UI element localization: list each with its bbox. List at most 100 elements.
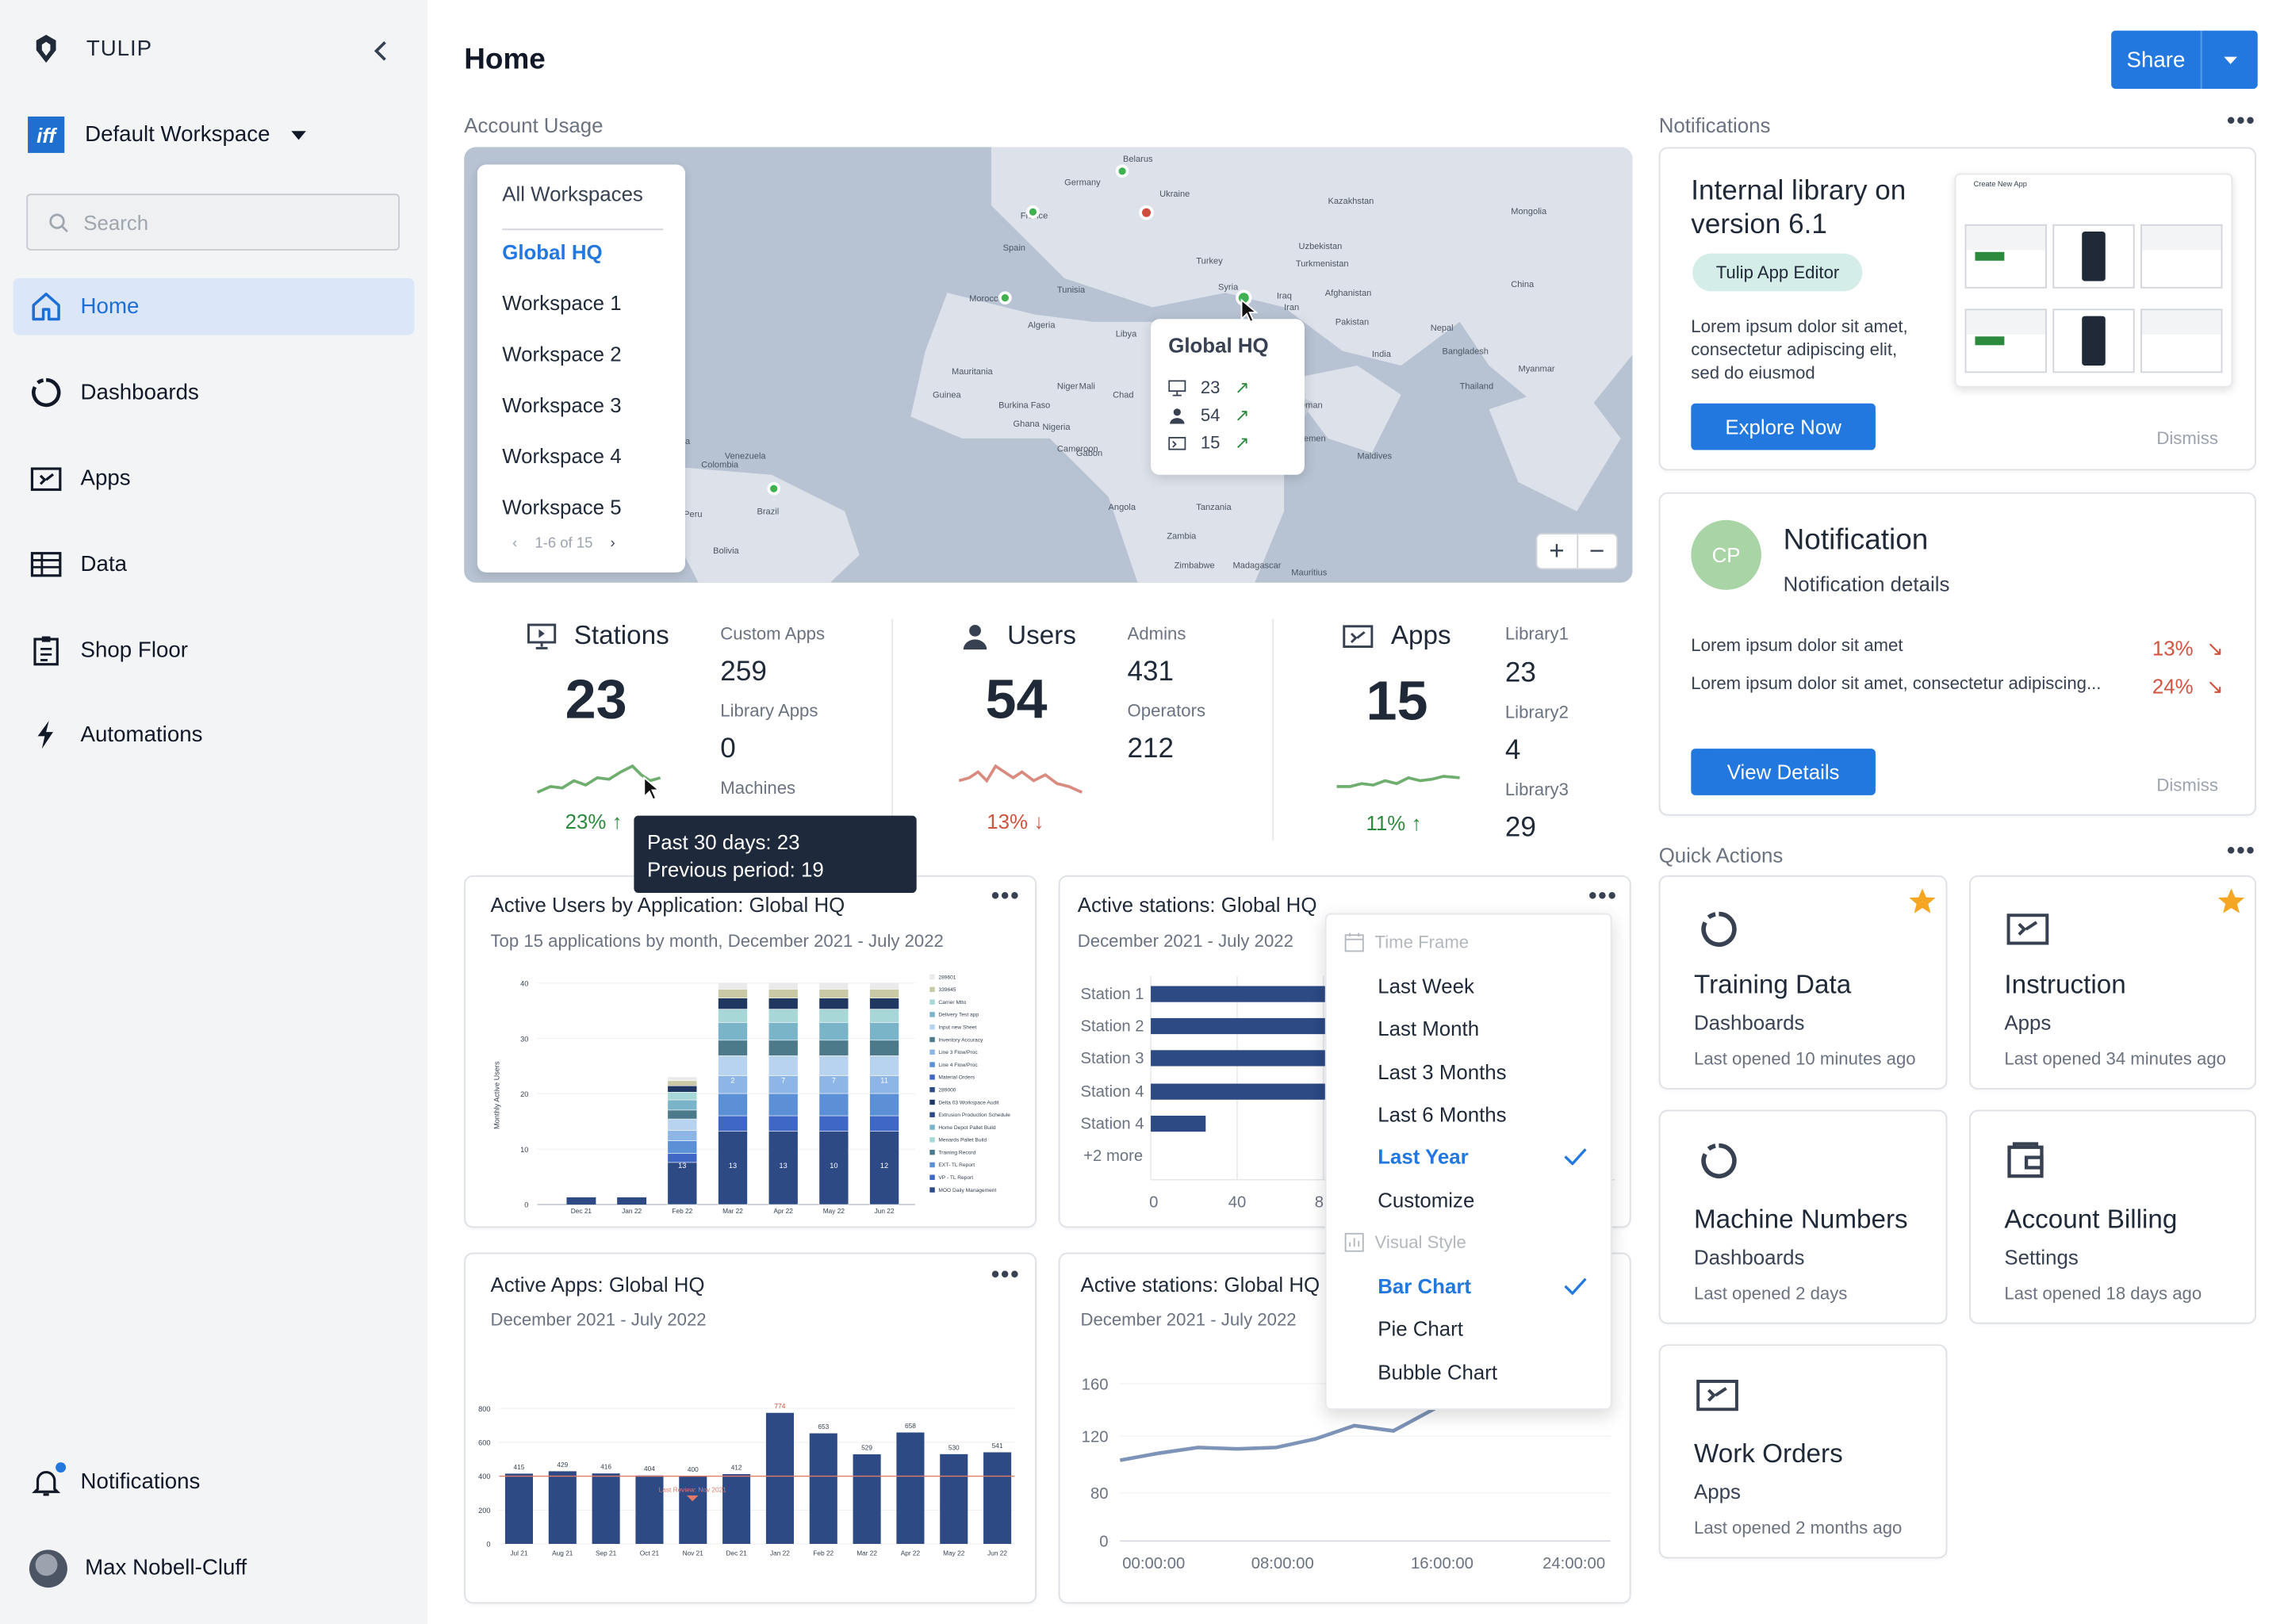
map-country-label: Spain <box>1002 244 1025 254</box>
kpi-apps-change: 11% ↑ <box>1366 811 1421 834</box>
quick-action-card[interactable] <box>1658 1109 1948 1324</box>
explore-now-button[interactable]: Explore Now <box>1691 403 1876 450</box>
menu-item-last-6-months[interactable]: Last 6 Months <box>1378 1102 1507 1126</box>
map-country-label: Uzbekistan <box>1298 243 1343 252</box>
map-marker-red[interactable] <box>1139 205 1154 220</box>
trend-up-icon: ↗ <box>1234 404 1250 426</box>
legend-swatch <box>929 999 935 1005</box>
search-input[interactable]: Search <box>26 193 400 251</box>
x-tick-label: 8 <box>1315 1194 1324 1212</box>
map-country-label: China <box>1511 281 1535 290</box>
menu-item-last-year[interactable]: Last Year <box>1378 1144 1469 1169</box>
bar-segment <box>768 1040 799 1056</box>
view-details-button[interactable]: View Details <box>1691 749 1876 795</box>
map-marker-green[interactable] <box>1026 205 1040 219</box>
map-country-label: Turkmenistan <box>1295 260 1349 270</box>
more-icon[interactable]: ••• <box>1588 883 1618 910</box>
quick-action-time: Last opened 2 days <box>1694 1283 1848 1304</box>
menu-item-pie-chart[interactable]: Pie Chart <box>1378 1316 1463 1340</box>
segment-label: 7 <box>832 1076 836 1084</box>
bar-segment <box>768 989 799 998</box>
y-tick-label: 10 <box>520 1146 528 1154</box>
prev-page-icon[interactable]: ‹ <box>512 535 518 553</box>
more-stations-link[interactable]: +2 more <box>1083 1147 1144 1166</box>
share-menu-button[interactable] <box>2202 31 2258 89</box>
more-icon[interactable]: ••• <box>2227 838 2256 864</box>
map-marker-green[interactable] <box>998 291 1012 304</box>
x-tick-label: Aug 21 <box>552 1550 573 1557</box>
legend-swatch <box>929 1062 935 1067</box>
data-label: 412 <box>731 1465 742 1472</box>
app-editor-preview-image: Create New App <box>1954 173 2233 388</box>
legend-label: 289601 <box>938 975 956 980</box>
more-icon[interactable]: ••• <box>991 1262 1021 1288</box>
nav-item-data[interactable]: Data <box>13 536 415 593</box>
workspace-selector[interactable]: iff Default Workspace <box>28 116 308 153</box>
segment-label: 13 <box>780 1162 788 1170</box>
workspace-item[interactable]: Workspace 2 <box>502 342 622 366</box>
zoom-out-button[interactable]: − <box>1588 535 1605 565</box>
data-label: 415 <box>514 1464 525 1471</box>
widget-title: Active stations: Global HQ <box>1080 1273 1320 1297</box>
workspace-item[interactable]: Workspace 4 <box>502 444 622 468</box>
nav-item-dashboards[interactable]: Dashboards <box>13 364 415 421</box>
data-label: 658 <box>905 1423 916 1430</box>
notification-row-text: Lorem ipsum dolor sit amet <box>1691 634 1903 656</box>
menu-item-last-3-months[interactable]: Last 3 Months <box>1378 1060 1507 1084</box>
star-icon[interactable] <box>2217 887 2246 915</box>
change-value: 11% <box>1366 811 1406 835</box>
next-page-icon[interactable]: › <box>610 535 615 553</box>
map-country-label: Turkey <box>1196 258 1223 267</box>
clipboard-icon <box>33 636 59 666</box>
menu-item-bar-chart[interactable]: Bar Chart <box>1378 1274 1472 1298</box>
nav-label: Home <box>80 294 140 320</box>
y-tick-label: 80 <box>1090 1485 1109 1503</box>
workspace-item[interactable]: Workspace 5 <box>502 495 622 519</box>
star-icon[interactable] <box>1908 887 1937 915</box>
users-sparkline <box>958 764 1083 794</box>
user-profile[interactable]: Max Nobell-Cluff <box>13 1539 415 1596</box>
bar <box>1151 1115 1206 1132</box>
dismiss-link[interactable]: Dismiss <box>2156 428 2218 449</box>
quick-action-card[interactable] <box>1658 1344 1948 1559</box>
workspace-item[interactable]: Workspace 1 <box>502 291 622 315</box>
more-icon[interactable]: ••• <box>2227 109 2256 134</box>
nav-item-apps[interactable]: Apps <box>13 450 415 508</box>
nav-item-automations[interactable]: Automations <box>13 707 415 764</box>
menu-item-customize[interactable]: Customize <box>1378 1188 1475 1212</box>
quick-action-card[interactable] <box>1969 875 2256 1090</box>
workspace-item[interactable]: Workspace 3 <box>502 393 622 417</box>
map-marker-green[interactable] <box>767 481 780 496</box>
map-country-label: Bangladesh <box>1442 347 1489 358</box>
quick-action-type: Dashboards <box>1694 1010 1805 1035</box>
usage-map[interactable]: GermanyBelarusUkraineKazakhstanMongoliaF… <box>464 147 1633 583</box>
menu-item-last-month[interactable]: Last Month <box>1378 1017 1480 1040</box>
brand-name: TULIP <box>86 36 153 62</box>
more-icon[interactable]: ••• <box>991 883 1021 910</box>
menu-item-bubble-chart[interactable]: Bubble Chart <box>1378 1360 1498 1384</box>
sub-value: 431 <box>1127 657 1175 688</box>
collapse-chevron-icon[interactable] <box>370 40 391 63</box>
workspace-item-global-hq[interactable]: Global HQ <box>502 240 603 264</box>
map-country-label: Venezuela <box>724 453 766 462</box>
kpi-apps-header: Apps <box>1343 620 1451 651</box>
quick-action-card[interactable] <box>1658 875 1948 1090</box>
zoom-in-button[interactable]: + <box>1537 534 1578 569</box>
map-marker-green[interactable] <box>1115 164 1129 178</box>
bar-segment <box>768 1093 799 1116</box>
brand[interactable]: TULIP <box>29 32 152 65</box>
user-icon <box>1170 408 1185 423</box>
map-country-label: Angola <box>1108 504 1136 513</box>
nav-item-shop-floor[interactable]: Shop Floor <box>13 622 415 679</box>
pager-label: 1-6 of 15 <box>535 535 593 553</box>
kpi-apps-value: 15 <box>1366 671 1428 733</box>
workspace-item-all[interactable]: All Workspaces <box>502 182 643 205</box>
dismiss-link[interactable]: Dismiss <box>2156 775 2218 795</box>
nav-item-home[interactable]: Home <box>13 278 415 335</box>
menu-item-last-week[interactable]: Last Week <box>1378 974 1474 998</box>
chart-style-icon <box>1344 1232 1364 1252</box>
user-name: Max Nobell-Cluff <box>85 1555 247 1580</box>
share-button[interactable]: Share <box>2111 30 2202 90</box>
dashboard-ring-icon <box>32 377 61 408</box>
nav-item-notifications[interactable]: Notifications <box>13 1454 415 1511</box>
